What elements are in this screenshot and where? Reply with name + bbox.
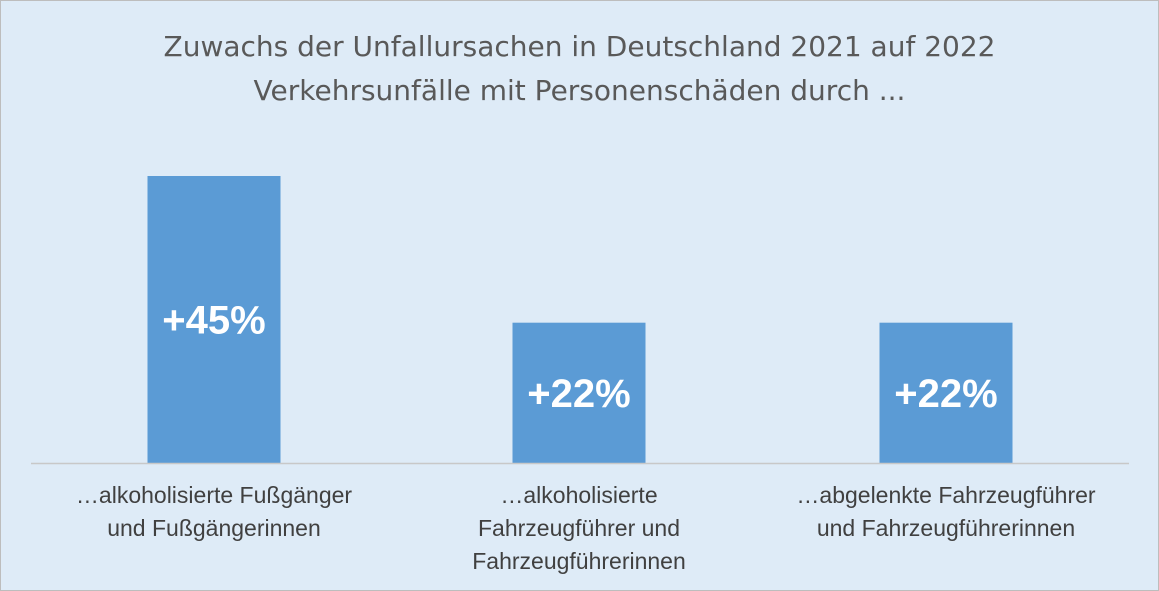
category-label-line: Fahrzeugführer und	[477, 515, 680, 541]
category-label-line: und Fußgängerinnen	[107, 515, 321, 541]
category-label: …alkoholisierte Fußgänger und Fußgängerin…	[44, 479, 384, 545]
bar	[879, 322, 1013, 463]
data-label: +22%	[527, 372, 630, 416]
category-label-line: …alkoholisierte Fußgänger	[75, 482, 353, 508]
chart-subtitle: Verkehrsunfälle mit Personenschäden durc…	[253, 74, 906, 107]
category-label-line: …abgelenkte Fahrzeugführer	[796, 482, 1096, 508]
chart-title: Zuwachs der Unfallursachen in Deutschlan…	[163, 30, 996, 63]
bar	[147, 176, 281, 463]
category-label: …alkoholisierte Fahrzeugführer und Fahrzeu…	[409, 479, 749, 578]
category-label-line: Fahrzeugführerinnen	[472, 548, 686, 574]
category-label: …abgelenkte Fahrzeugführer und Fahrzeugfü…	[776, 479, 1116, 545]
category-label-line: …alkoholisierte	[500, 482, 658, 508]
data-label: +22%	[894, 372, 997, 416]
data-label: +45%	[162, 299, 265, 343]
bar	[512, 322, 646, 463]
category-label-line: und Fahrzeugführerinnen	[816, 515, 1076, 541]
